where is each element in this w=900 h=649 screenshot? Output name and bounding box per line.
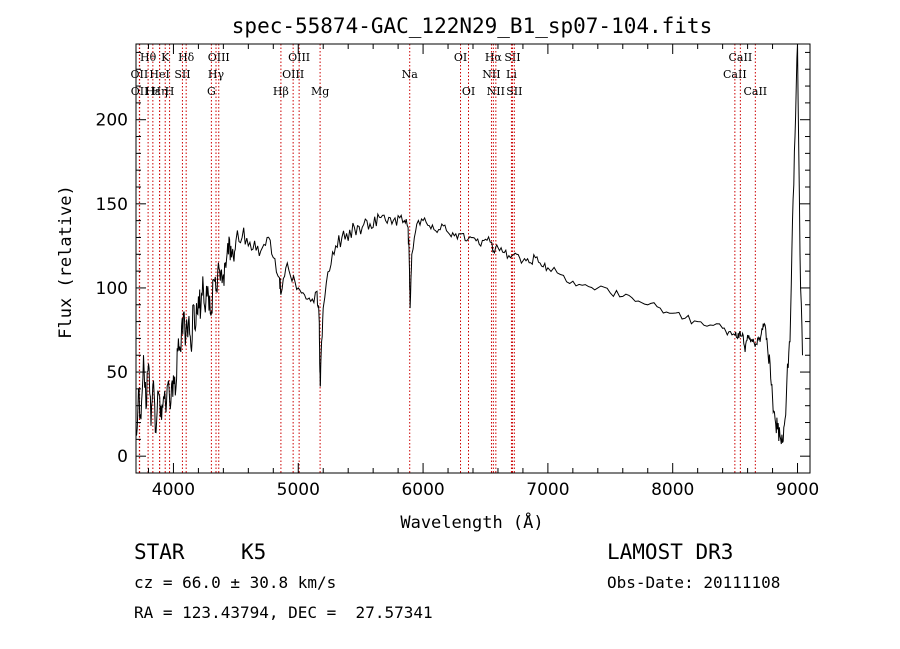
chart-title: spec-55874-GAC_122N29_B1_sp07-104.fits [232,14,712,38]
spectral-line-label: OII [131,85,149,98]
spectral-line-label: SII [506,85,522,98]
spectral-line-label: SII [504,51,520,64]
y-axis: 0 50 100 150 200 [96,51,810,467]
spectral-line-label: Hγ [208,68,225,81]
spectral-line-label: Mg [311,85,329,98]
spectral-line-label: Hδ [178,51,195,64]
x-tick-label: 9000 [776,480,819,500]
x-axis: 4000 5000 6000 7000 8000 9000 [147,44,819,500]
x-axis-label: Wavelength (Å) [400,511,543,533]
spectral-line-label: OII [131,68,149,81]
spectrum-line [135,43,803,445]
y-tick-label: 0 [117,447,128,467]
x-tick-label: 7000 [526,480,569,500]
x-tick-label: 8000 [651,480,694,500]
spectral-line-label: Hθ [140,51,157,64]
spectral-line-label: K [161,51,170,64]
y-tick-label: 50 [106,363,128,383]
object-class: STAR [134,540,185,564]
x-tick-label: 6000 [401,480,444,500]
y-tick-label: 150 [96,195,128,215]
plot-frame [135,43,811,474]
spectral-line-label: Na [402,68,419,81]
y-axis-label: Flux (relative) [56,185,76,339]
y-tick-label: 200 [96,111,128,131]
spectral-line-label: CaII [729,51,753,64]
spectral-line-label: OI [454,51,467,64]
object-subclass: K5 [241,540,267,564]
spectral-line-label: Hε [145,85,161,98]
spectral-line-label: SII [174,68,190,81]
spectral-line-label: HeI [149,68,169,81]
y-tick-label: 100 [96,279,128,299]
obs-date-text: Obs-Date: 20111108 [607,573,781,592]
coordinates-text: RA = 123.43794, DEC = 27.57341 [134,603,433,622]
spectral-line-label: CaII [723,68,747,81]
spectral-line-label: CaII [743,85,767,98]
spectral-line-label: G [207,85,216,98]
x-tick-label: 4000 [152,480,195,500]
survey-label: LAMOST DR3 [607,540,734,564]
spectral-line-label: OIII [208,51,230,64]
spectral-line-label: Hα [485,51,503,64]
spectral-line-label: OI [462,85,475,98]
velocity-text: cz = 66.0 ± 30.8 km/s [134,573,337,592]
spectral-line-label: Hβ [273,85,289,98]
spectral-line-label: NII [482,68,500,81]
spectral-line-label: OIII [282,68,304,81]
spectral-line-label: OIII [288,51,310,64]
x-tick-label: 5000 [277,480,320,500]
spectral-line-label: Hη [151,85,167,98]
spectral-line-label: Li [506,68,517,81]
spectral-line-label: NII [487,85,505,98]
spectral-line-label: H [165,85,175,98]
